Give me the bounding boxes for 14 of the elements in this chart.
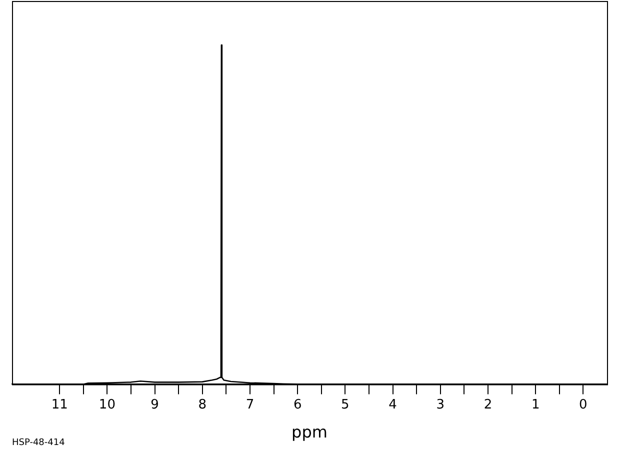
x-tick-label: 11: [51, 397, 68, 412]
x-tick-label: 5: [341, 397, 350, 412]
x-tick-label: 6: [293, 397, 302, 412]
x-tick-label: 10: [98, 397, 116, 412]
x-tick-label: 9: [150, 397, 159, 412]
x-tick-label: 0: [579, 397, 588, 412]
x-tick-label: 4: [388, 397, 397, 412]
text: HSP-48-414: [12, 438, 66, 448]
x-tick-label: 8: [198, 397, 207, 412]
x-tick-label: 3: [436, 397, 445, 412]
x-tick-label: 1: [531, 397, 540, 412]
x-tick-label: 2: [484, 397, 492, 412]
x-axis-title: ppm: [292, 422, 328, 442]
x-tick-label: 7: [246, 397, 254, 412]
